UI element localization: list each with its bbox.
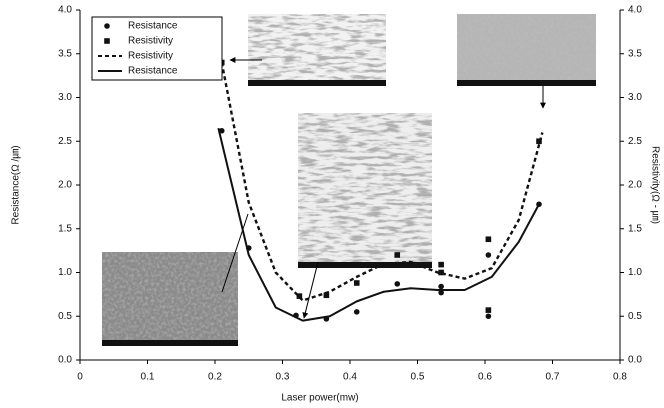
- micrograph: [298, 113, 432, 268]
- data-point: [394, 281, 401, 287]
- data-point: [485, 307, 492, 313]
- x-tick-label: 0.3: [276, 372, 290, 383]
- y2-tick-label: 0.5: [628, 311, 642, 322]
- x-tick-label: 0: [77, 372, 83, 383]
- y2-tick-label: 1.5: [628, 223, 642, 234]
- data-point: [485, 236, 492, 243]
- y-tick-label: 1.0: [58, 267, 72, 278]
- data-point: [438, 283, 444, 290]
- y-tick-label: 2.5: [58, 136, 72, 147]
- y-tick-label: 2.0: [58, 180, 72, 191]
- x-tick-label: 0.5: [411, 372, 425, 383]
- data-point: [394, 252, 401, 258]
- y2-tick-label: 2.0: [628, 180, 642, 191]
- y-tick-label: 0.5: [58, 311, 72, 322]
- arrow: [221, 213, 249, 293]
- x-tick-label: 0.8: [613, 372, 627, 383]
- legend-label: Resistivity: [128, 36, 173, 47]
- y-tick-label: 0.0: [58, 355, 72, 366]
- data-point: [485, 252, 492, 258]
- x-tick-label: 0.2: [208, 372, 222, 383]
- data-point: [353, 280, 360, 286]
- x-tick-label: 0.7: [546, 372, 560, 383]
- fit-line: [217, 127, 540, 322]
- arrow: [302, 261, 319, 319]
- data-point: [438, 289, 444, 296]
- y2-axis-title: Resistivity(Ω - ㎛): [649, 146, 660, 224]
- y2-tick-label: 2.5: [628, 136, 642, 147]
- data-point: [296, 293, 303, 299]
- data-point: [438, 269, 444, 276]
- micrograph: [248, 14, 386, 86]
- legend-marker: [104, 38, 110, 44]
- data-point: [536, 138, 542, 145]
- micrograph: [457, 14, 596, 86]
- y-tick-label: 1.5: [58, 223, 72, 234]
- y2-tick-label: 1.0: [628, 267, 642, 278]
- legend-box: [91, 16, 223, 81]
- data-point: [353, 309, 360, 315]
- x-tick-label: 0.1: [141, 372, 155, 383]
- y2-tick-label: 0.0: [628, 355, 642, 366]
- legend-label: Resistance: [128, 21, 178, 32]
- legend-marker: [104, 23, 110, 29]
- y-tick-label: 3.0: [58, 92, 72, 103]
- y2-tick-label: 4.0: [628, 5, 642, 16]
- micrograph: [102, 252, 238, 346]
- y-tick-label: 3.5: [58, 48, 72, 59]
- data-point: [323, 292, 330, 299]
- legend-label: Resistance: [128, 66, 178, 77]
- fit-line: [220, 62, 544, 302]
- y-tick-label: 4.0: [58, 5, 72, 16]
- x-tick-label: 0.4: [343, 372, 357, 383]
- legend-label: Resistivity: [128, 51, 173, 62]
- data-point: [485, 313, 492, 320]
- y-axis-title: Resistance(Ω /㎛): [11, 145, 22, 224]
- x-axis-title: Laser power(mw): [281, 393, 358, 404]
- y2-tick-label: 3.5: [628, 48, 642, 59]
- y2-tick-label: 3.0: [628, 92, 642, 103]
- x-tick-label: 0.6: [478, 372, 492, 383]
- data-point: [438, 261, 444, 268]
